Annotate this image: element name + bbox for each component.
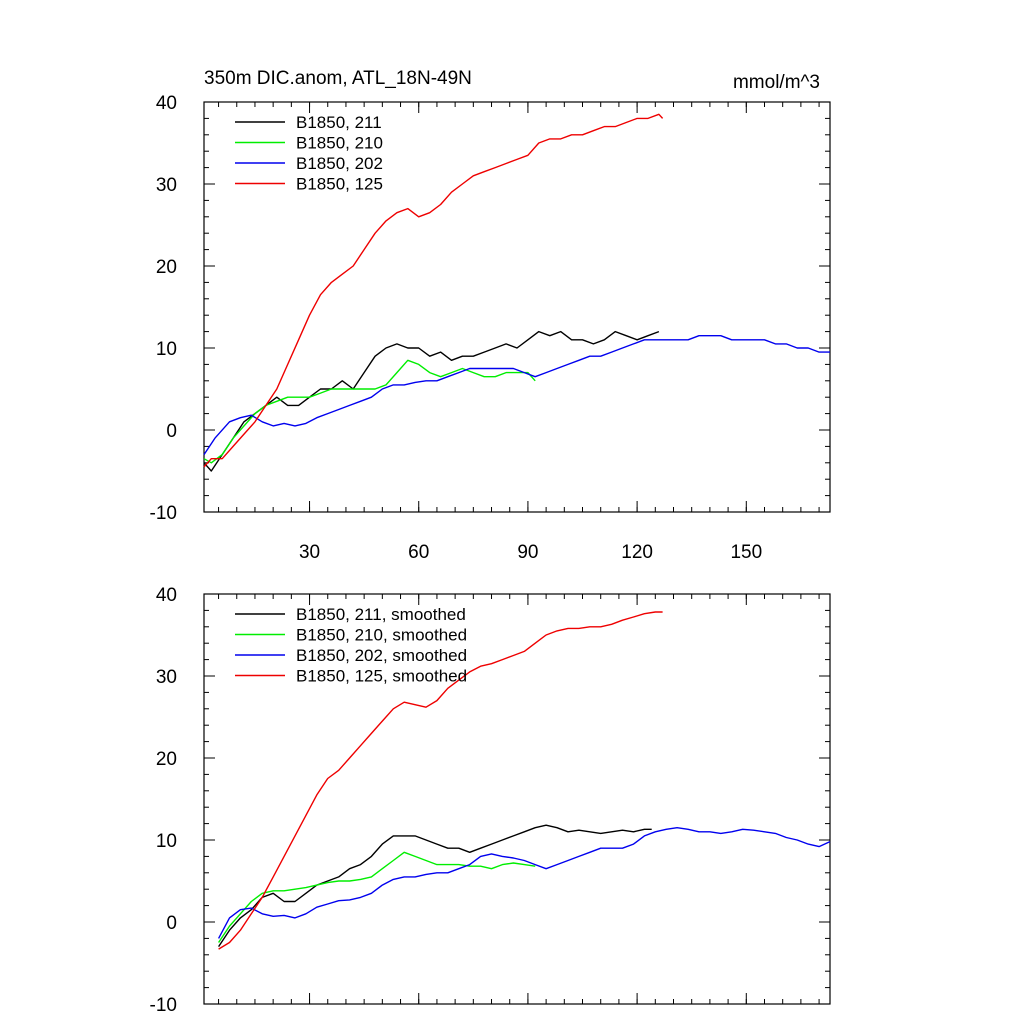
y-tick-label: 20 — [156, 749, 177, 770]
legend-entry: B1850, 210, smoothed — [296, 626, 467, 645]
chart-title: 350m DIC.anom, ATL_18N-49N — [204, 68, 472, 89]
legend-entry: B1850, 211, smoothed — [296, 605, 466, 624]
y-tick-label: -10 — [150, 503, 177, 524]
legend-entry: B1850, 211 — [296, 113, 382, 132]
legend-entry: B1850, 125 — [296, 175, 383, 194]
legend-entry: B1850, 210 — [296, 134, 383, 153]
series-line — [217, 827, 831, 939]
y-tick-label: 20 — [156, 257, 177, 278]
legend-entry: B1850, 202, smoothed — [296, 646, 467, 665]
top-panel: 350m DIC.anom, ATL_18N-49N mmol/m^3 -10 0… — [150, 68, 831, 563]
y-tick-label: 30 — [156, 175, 177, 196]
series-line — [218, 851, 536, 943]
x-tick-label: 90 — [517, 542, 538, 563]
x-tick-label: 30 — [299, 542, 320, 563]
series-line — [203, 113, 664, 468]
series-line — [203, 330, 660, 472]
y-tick-label: 0 — [166, 421, 177, 442]
y-tick-label: 10 — [156, 831, 177, 852]
units-label: mmol/m^3 — [733, 72, 820, 93]
y-tick-label: 40 — [156, 93, 177, 114]
y-tick-label: 0 — [166, 913, 177, 934]
series-line — [203, 359, 536, 464]
plot-frame — [203, 101, 831, 513]
series-line — [218, 824, 652, 947]
x-tick-label: 60 — [408, 542, 429, 563]
series-line — [203, 335, 830, 455]
y-tick-label: -10 — [150, 995, 177, 1016]
x-tick-label: 120 — [621, 542, 653, 563]
series-line — [218, 611, 663, 950]
legend-entry: B1850, 202 — [296, 154, 383, 173]
legend-entry: B1850, 125, smoothed — [296, 667, 467, 686]
bottom-panel: -10 0 10 20 30 40 B1850, 211, smoothed B1850, 2… — [150, 585, 831, 1016]
plot-frame — [203, 593, 831, 1005]
y-tick-label: 10 — [156, 339, 177, 360]
x-tick-label: 150 — [730, 542, 762, 563]
y-tick-label: 30 — [156, 667, 177, 688]
y-tick-label: 40 — [156, 585, 177, 606]
